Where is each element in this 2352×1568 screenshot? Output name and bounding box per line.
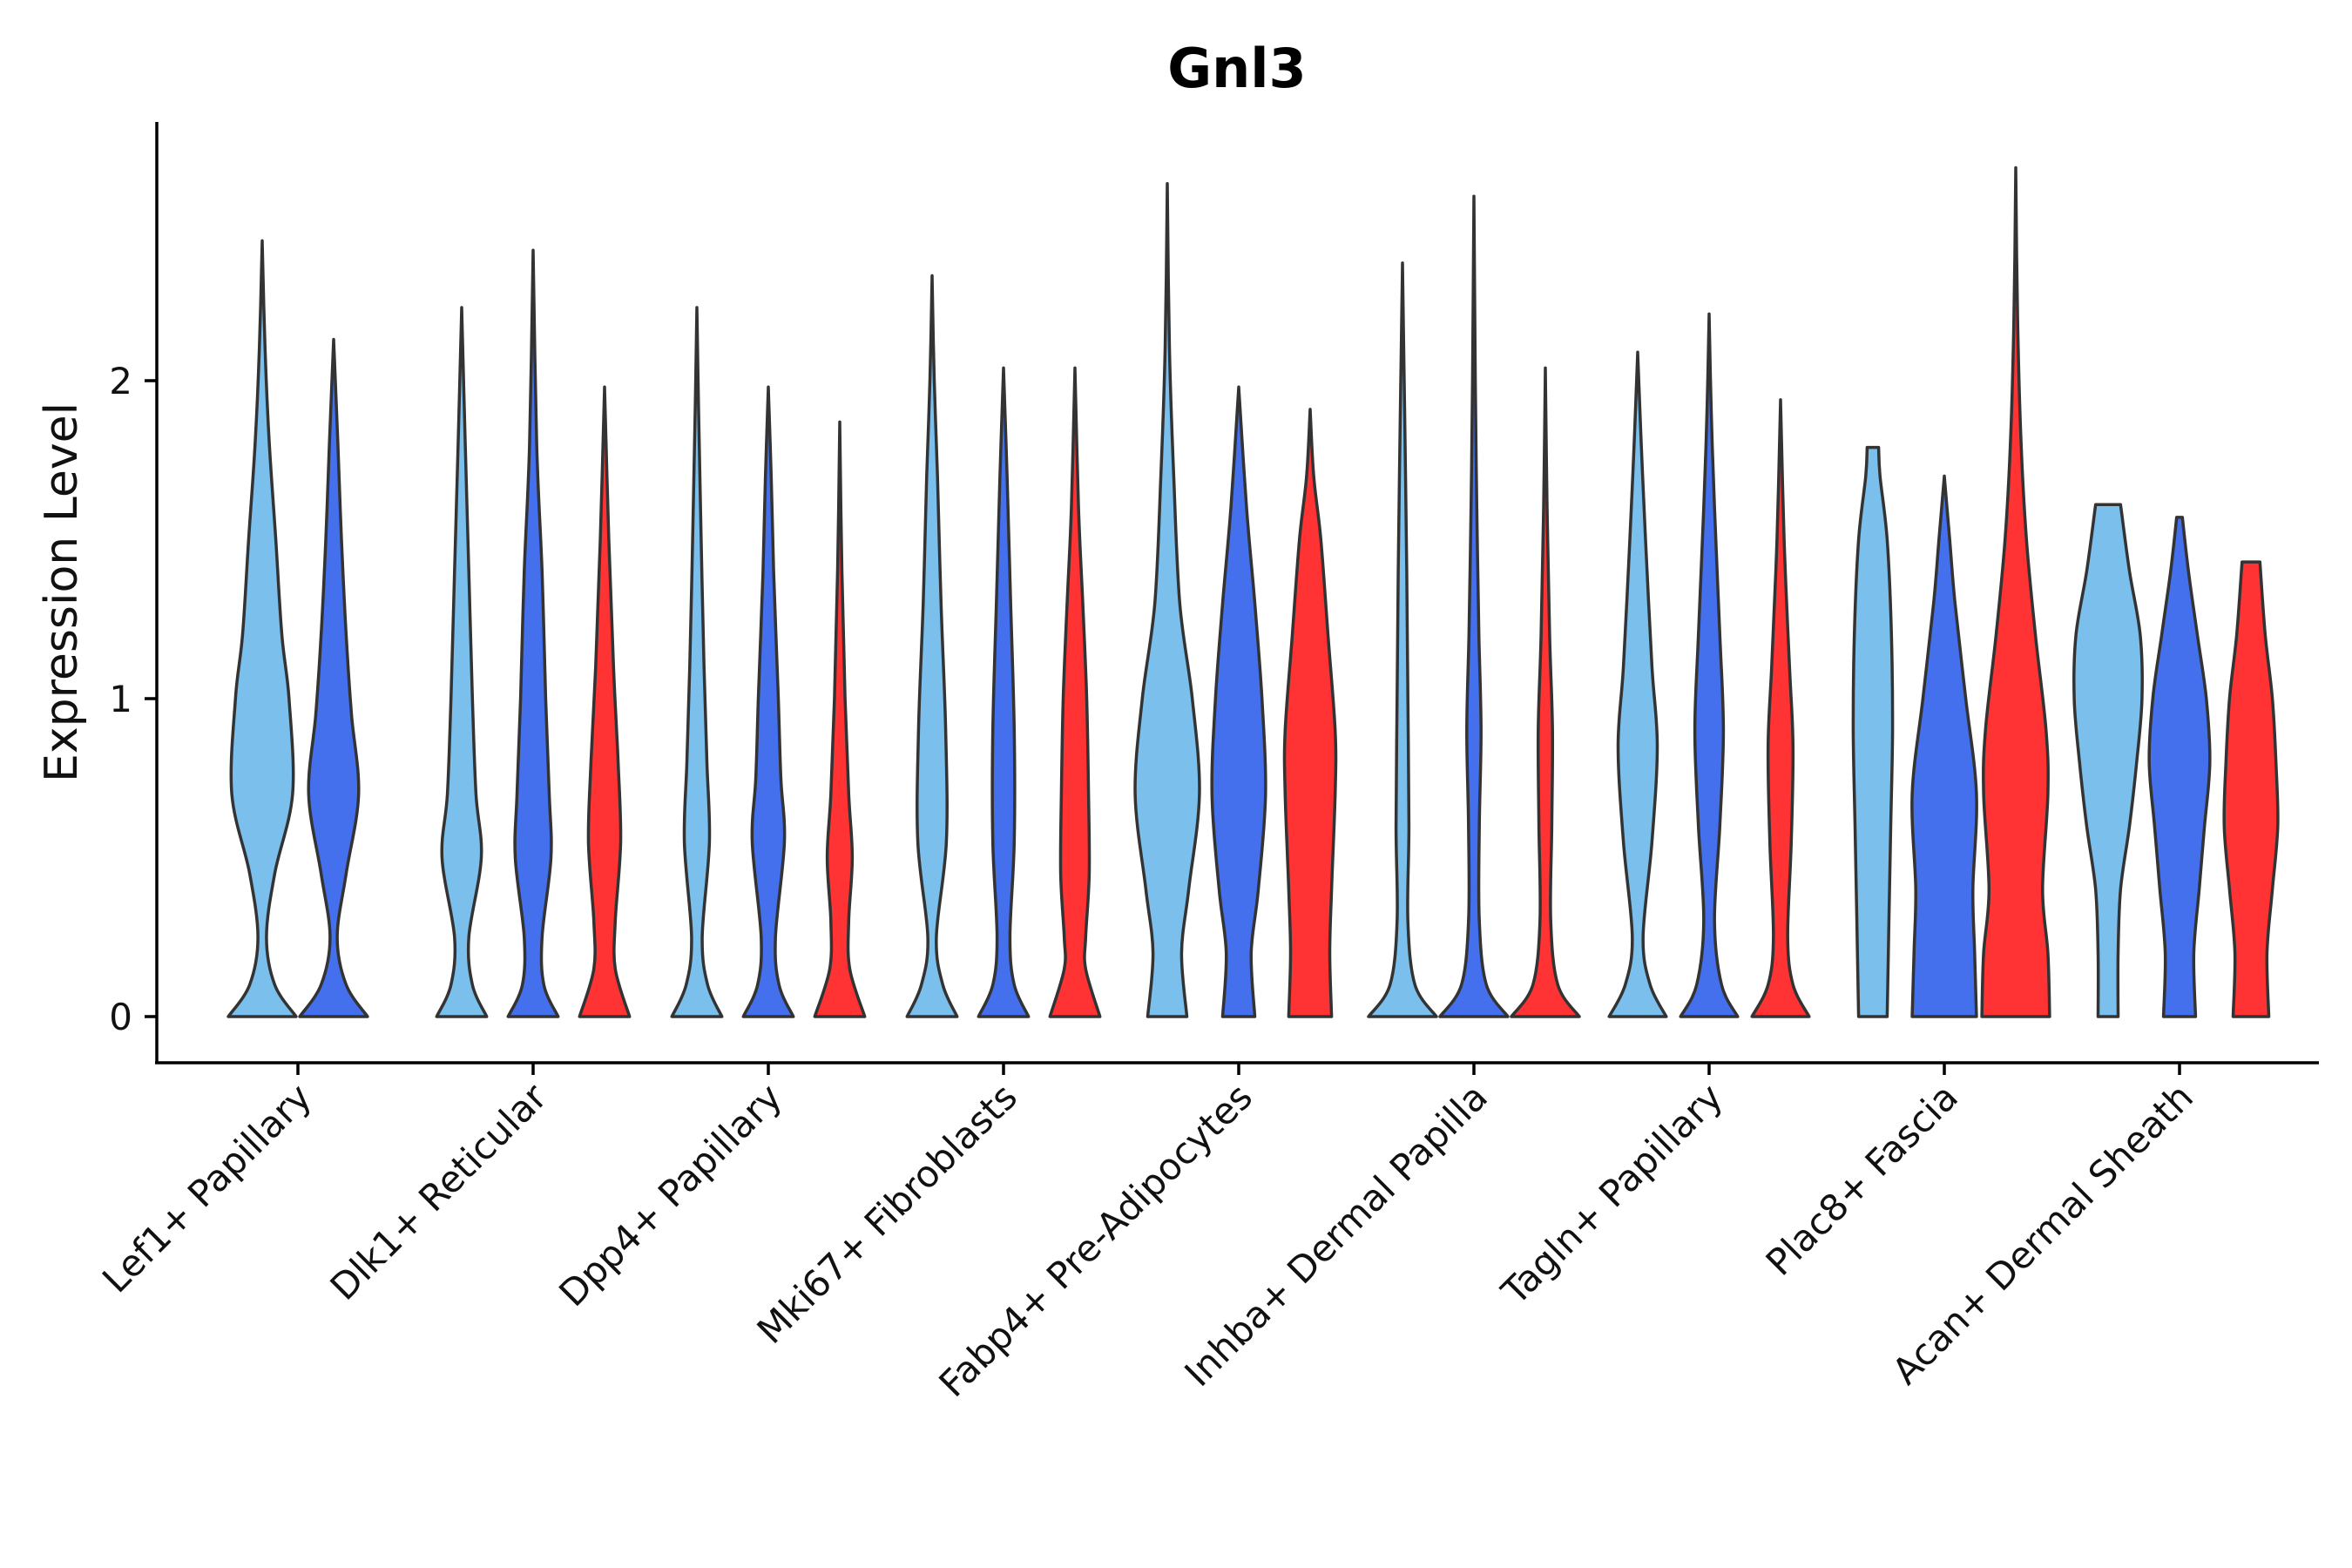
y-ticks: 0 1 2: [109, 360, 157, 1038]
violin-6-2: [1750, 398, 1811, 1018]
violin-2-0: [670, 306, 724, 1018]
chart-title: Gnl3: [1167, 37, 1306, 100]
violin-5-1: [1438, 194, 1510, 1018]
x-tick-label: Tagln+ Papillary: [1493, 1075, 1731, 1313]
violin-1-0: [435, 306, 489, 1018]
violin-0-0: [226, 239, 298, 1018]
violin-8-0: [2072, 503, 2144, 1018]
violin-6-0: [1607, 350, 1668, 1018]
violin-4-0: [1133, 181, 1201, 1018]
violin-0-1: [298, 337, 369, 1018]
violin-4-1: [1210, 385, 1267, 1018]
violin-4-2: [1282, 408, 1338, 1018]
x-tick-label: Dlk1+ Reticular: [322, 1075, 556, 1308]
violin-7-0: [1851, 445, 1895, 1018]
violin-2-1: [741, 385, 795, 1018]
violin-6-1: [1679, 312, 1740, 1018]
violin-3-0: [905, 274, 959, 1018]
violin-2-2: [813, 420, 867, 1018]
x-tick-label: Lef1+ Papillary: [94, 1075, 320, 1301]
violin-8-1: [2147, 516, 2212, 1018]
y-tick-label: 2: [109, 360, 132, 402]
violin-7-1: [1910, 474, 1978, 1018]
violin-1-1: [506, 248, 560, 1018]
violin-7-2: [1980, 166, 2051, 1018]
violin-5-0: [1367, 261, 1438, 1018]
y-axis-title: Expression Level: [36, 402, 88, 782]
violin-layer: [226, 166, 2280, 1018]
violin-8-2: [2222, 560, 2280, 1018]
x-tick-label: Plac8+ Fascia: [1758, 1075, 1966, 1283]
y-tick-label: 1: [109, 678, 132, 720]
violin-5-2: [1510, 366, 1581, 1018]
violin-1-2: [578, 385, 632, 1018]
x-tick-label: Mki67+ Fibroblasts: [749, 1075, 1025, 1351]
violin-3-2: [1048, 366, 1102, 1018]
violin-3-1: [977, 366, 1031, 1018]
axes: [155, 122, 2319, 1064]
x-tick-label: Dpp4+ Papillary: [551, 1075, 790, 1315]
y-tick-label: 0: [109, 996, 132, 1038]
